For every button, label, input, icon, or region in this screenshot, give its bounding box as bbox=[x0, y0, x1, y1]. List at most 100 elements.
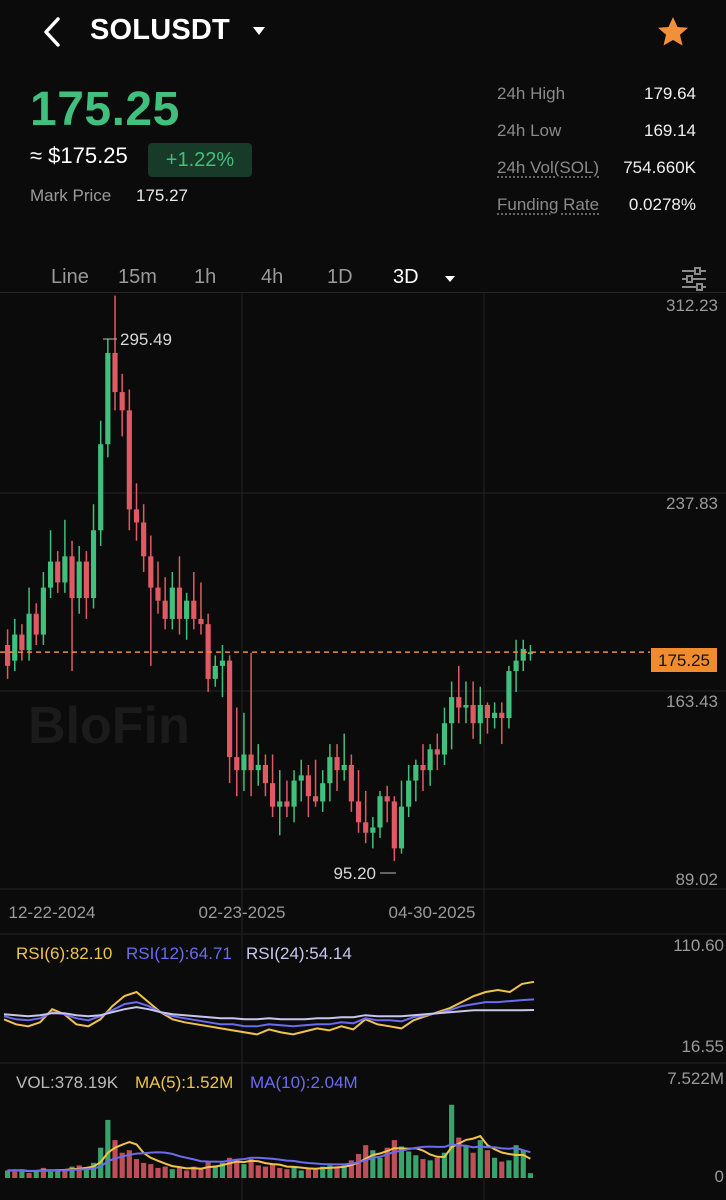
volume-bar bbox=[19, 1169, 25, 1178]
max-price-label: 295.49 bbox=[120, 330, 172, 349]
candle-body bbox=[141, 522, 147, 557]
candle-body bbox=[126, 410, 132, 510]
volume-bar bbox=[398, 1146, 405, 1178]
chevron-down-icon[interactable] bbox=[250, 24, 268, 38]
tab-line[interactable]: Line bbox=[51, 266, 89, 288]
volume-bar bbox=[191, 1166, 197, 1178]
candle-body bbox=[33, 613, 39, 635]
volume-bar bbox=[227, 1157, 233, 1178]
candle-body bbox=[255, 764, 261, 771]
volume-bar bbox=[377, 1157, 383, 1178]
stat-24h-vol-label[interactable]: 24h Vol(SOL) bbox=[497, 158, 600, 177]
candle-body bbox=[184, 600, 190, 619]
volume-bar bbox=[69, 1166, 75, 1178]
candle-body bbox=[312, 796, 319, 802]
candle-body bbox=[420, 764, 426, 771]
stat-24h-vol-value: 754.660K bbox=[623, 158, 696, 177]
candle-body bbox=[499, 712, 505, 719]
volume-bar bbox=[234, 1160, 240, 1178]
candle-body bbox=[384, 796, 390, 802]
volume-bar bbox=[40, 1167, 46, 1178]
volume-bar bbox=[62, 1170, 68, 1178]
candle-body bbox=[456, 697, 462, 708]
candle-body bbox=[463, 704, 469, 708]
ma10-legend: MA(10):2.04M bbox=[250, 1073, 358, 1092]
volume-bar bbox=[527, 1173, 533, 1178]
volume-bar bbox=[255, 1165, 261, 1178]
volume-bar bbox=[348, 1160, 354, 1178]
rsi12-legend: RSI(12):64.71 bbox=[126, 944, 232, 963]
chart-settings-icon[interactable] bbox=[680, 265, 708, 293]
volume-bar bbox=[312, 1169, 319, 1178]
tab-3d[interactable]: 3D bbox=[393, 266, 419, 288]
volume-bar bbox=[241, 1164, 247, 1178]
candle-body bbox=[262, 764, 268, 784]
volume-bar bbox=[198, 1169, 204, 1178]
volume-bar bbox=[5, 1170, 11, 1178]
price-chart[interactable]: BloFin 312.23 237.83 163.43 89.02 12-22-… bbox=[0, 293, 726, 1200]
stat-funding-rate-label[interactable]: Funding Rate bbox=[497, 195, 600, 214]
candle-body bbox=[119, 392, 125, 411]
interval-dropdown-icon[interactable] bbox=[443, 274, 457, 284]
volume-bar bbox=[47, 1171, 54, 1178]
volume-bar bbox=[205, 1161, 211, 1178]
candle-body bbox=[155, 587, 161, 601]
volume-bar bbox=[162, 1166, 168, 1178]
candle-body bbox=[520, 648, 526, 661]
volume-bar bbox=[26, 1172, 32, 1178]
candle-body bbox=[198, 618, 204, 625]
symbol-title[interactable]: SOLUSDT bbox=[90, 14, 230, 46]
candle-body bbox=[112, 352, 118, 393]
back-arrow-icon[interactable] bbox=[38, 14, 68, 50]
candle-body bbox=[484, 704, 491, 719]
volume-bar bbox=[484, 1150, 491, 1178]
candle-body bbox=[355, 801, 362, 823]
favorite-star-icon[interactable] bbox=[655, 14, 691, 50]
mark-price-label: Mark Price bbox=[30, 186, 112, 205]
volume-bar bbox=[470, 1152, 476, 1178]
tab-1d[interactable]: 1D bbox=[327, 266, 353, 288]
candle-body bbox=[470, 704, 476, 724]
volume-bar bbox=[406, 1151, 412, 1178]
mark-price-value: 175.27 bbox=[136, 186, 188, 205]
volume-bar bbox=[284, 1169, 290, 1178]
candle-body bbox=[26, 613, 32, 651]
tab-1h[interactable]: 1h bbox=[194, 266, 217, 288]
candle-body bbox=[527, 652, 533, 655]
candle-body bbox=[47, 561, 54, 588]
volume-bar bbox=[184, 1170, 190, 1178]
y-tick-label: 237.83 bbox=[666, 494, 718, 513]
candle-body bbox=[162, 600, 168, 619]
candle-body bbox=[363, 822, 369, 833]
y-tick-label: 163.43 bbox=[666, 692, 718, 711]
candle-body bbox=[449, 697, 455, 724]
vol-axis-zero: 0 bbox=[715, 1167, 724, 1186]
candle-body bbox=[69, 556, 75, 599]
tab-4h[interactable]: 4h bbox=[261, 266, 284, 288]
volume-bar bbox=[391, 1140, 397, 1178]
candle-body bbox=[227, 660, 233, 758]
min-price-label: 95.20 bbox=[333, 864, 376, 883]
current-price-tag bbox=[651, 648, 717, 672]
candle-body bbox=[305, 775, 311, 797]
candle-body bbox=[377, 796, 383, 828]
volume-bar bbox=[219, 1162, 226, 1178]
candle-body bbox=[398, 806, 405, 849]
candle-body bbox=[506, 671, 512, 719]
candle-body bbox=[492, 712, 498, 719]
stat-24h-low-value: 169.14 bbox=[644, 121, 696, 140]
volume-bar bbox=[148, 1164, 154, 1178]
tab-15m[interactable]: 15m bbox=[118, 266, 157, 288]
volume-bar bbox=[384, 1147, 390, 1178]
last-price: 175.25 bbox=[30, 83, 180, 136]
volume-bar bbox=[370, 1150, 376, 1178]
candle-body bbox=[40, 587, 46, 635]
candle-body bbox=[98, 444, 104, 531]
volume-bar bbox=[33, 1170, 39, 1178]
candle-body bbox=[277, 801, 283, 807]
volume-bar bbox=[427, 1160, 433, 1178]
volume-bar bbox=[12, 1171, 18, 1178]
candle-body bbox=[370, 827, 376, 833]
volume-bar bbox=[83, 1167, 89, 1178]
candle-body bbox=[133, 509, 140, 523]
